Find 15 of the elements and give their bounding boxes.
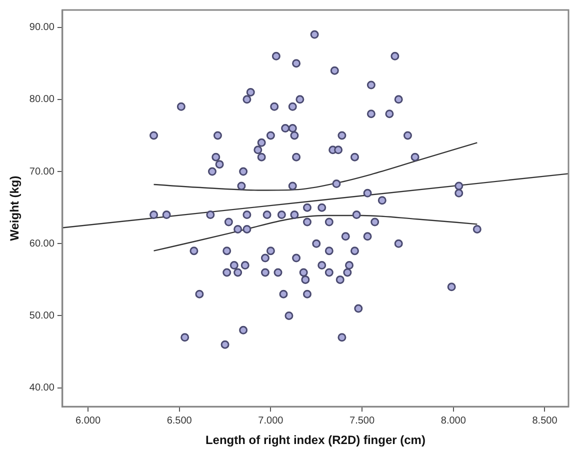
y-tick-label: 40.00 bbox=[29, 382, 55, 394]
x-tick-label: 7.000 bbox=[258, 415, 284, 426]
x-tick-label: 8.000 bbox=[440, 415, 466, 426]
y-axis-title: Weight (kg) bbox=[8, 176, 22, 241]
x-tick-label: 8.500 bbox=[532, 415, 558, 426]
y-tick-label: 50.00 bbox=[29, 310, 55, 322]
y-tick-label: 80.00 bbox=[29, 94, 55, 106]
x-axis-title: Length of right index (R2D) finger (cm) bbox=[205, 433, 426, 448]
y-tick-label: 60.00 bbox=[29, 238, 55, 250]
y-tick-label: 90.00 bbox=[29, 22, 55, 34]
x-tick-label: 6.000 bbox=[75, 415, 101, 426]
y-tick-label: 70.00 bbox=[29, 166, 55, 178]
line-series bbox=[153, 142, 478, 191]
x-tick-label: 7.500 bbox=[350, 415, 375, 426]
x-tick-label: 6.500 bbox=[166, 415, 192, 426]
